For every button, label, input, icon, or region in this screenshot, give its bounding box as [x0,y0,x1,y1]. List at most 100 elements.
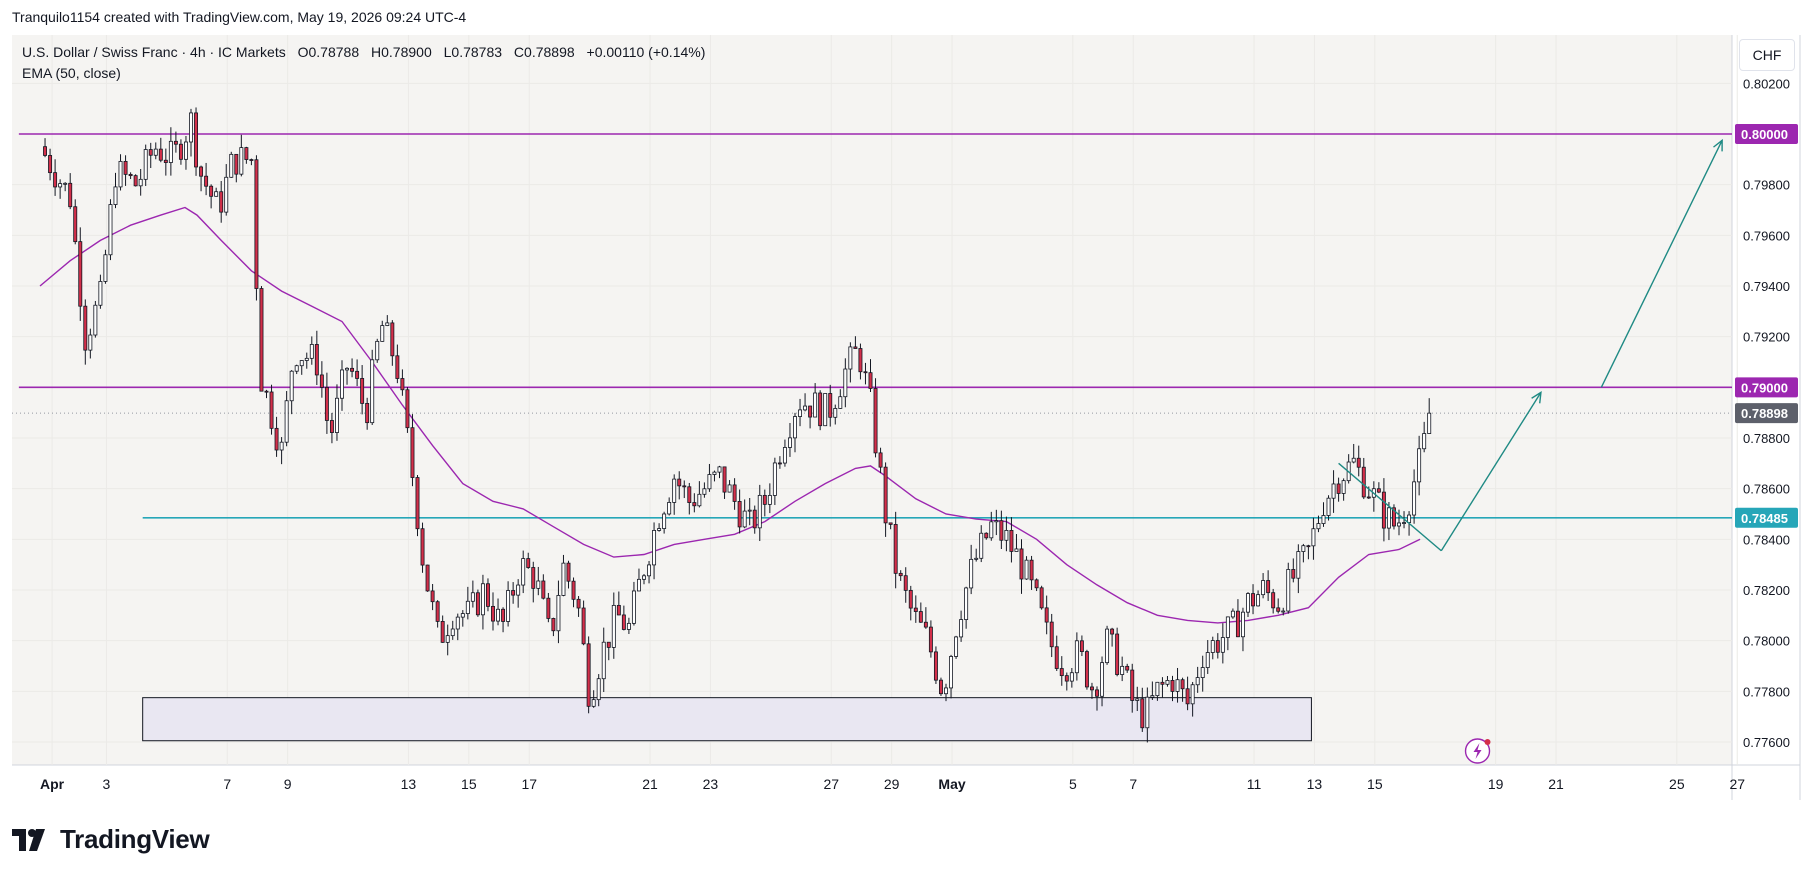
candle-body [1090,686,1094,691]
candle-body [264,390,269,393]
candle-body [1422,433,1427,450]
candle-body [1014,548,1019,552]
candle-body [999,520,1004,541]
projection-arrow-head [1531,391,1542,404]
indicator-legend[interactable]: EMA (50, close) [22,65,121,81]
candle-body [868,372,873,389]
candle-body [1120,665,1125,675]
candle-body [158,148,163,161]
time-tick-label: 21 [642,776,658,792]
candle-body [314,344,319,376]
candle-body [637,578,641,592]
candle-body [591,699,596,707]
price-label-badge [1735,403,1798,424]
candle-body [93,304,98,336]
candle-body [939,679,943,695]
price-tick-label: 0.78200 [1743,583,1790,598]
candle-body [858,348,863,373]
candle-body [63,182,68,185]
candle-body [1084,651,1089,688]
candle-body [1155,681,1160,697]
candle-body [425,564,430,592]
candle-body [586,643,591,707]
candle-body [68,182,73,208]
candle-body [1225,616,1230,638]
candle-body [83,305,88,351]
close-value: 0.78898 [524,44,575,60]
candle-body [1160,681,1165,685]
candle-body [647,564,651,577]
candle-body [928,626,933,653]
time-tick-label: 27 [1729,776,1745,792]
currency-button[interactable]: CHF [1739,39,1795,71]
candle-body [1266,580,1271,594]
time-tick-label: 13 [1307,776,1323,792]
candle-body [631,590,636,624]
candle-body [1341,480,1346,494]
candle-body [1392,507,1396,527]
candle-body [561,562,566,596]
candle-body [893,524,898,574]
candle-body [944,687,948,695]
candle-body [239,147,244,175]
candle-body [143,149,148,180]
candle-body [1170,680,1175,692]
candle-body [803,405,808,411]
candle-body [571,580,576,600]
close-label: C [513,44,525,60]
time-tick-label: 17 [521,776,537,792]
candle-body [1407,514,1412,523]
candle-body [863,371,868,374]
candle-body [1180,679,1185,690]
time-tick-label: 13 [401,776,417,792]
candle-body [1386,507,1391,529]
lightning-icon [1473,743,1482,759]
time-tick-label: 29 [884,776,900,792]
price-tick-label: 0.80200 [1743,76,1790,91]
candle-body [319,374,324,388]
candle-body [450,628,455,637]
candle-body [189,112,193,143]
time-tick-label: 11 [1247,776,1262,792]
candle-body [1351,457,1356,463]
candle-body [697,493,702,507]
candle-body [1246,593,1250,613]
candle-body [1251,593,1255,607]
candle-body [385,322,390,326]
candle-body [888,522,893,525]
candle-body [1397,522,1401,527]
candle-body [848,346,853,370]
candle-body [707,474,712,490]
candle-body [1412,481,1417,516]
candle-body [445,635,450,643]
high-value: 0.78900 [381,44,432,60]
candle-body [1215,640,1220,653]
candle-body [138,178,143,187]
candle-body [48,155,53,174]
candle-body [229,153,234,178]
candle-body [702,488,707,495]
candle-body [98,281,103,306]
candle-body [390,322,395,357]
candle-body [178,143,183,160]
candle-body [712,471,717,475]
candle-body [576,598,581,609]
candle-body [133,175,138,187]
tradingview-logo[interactable]: TradingView [12,824,210,855]
time-tick-label: Apr [40,776,65,792]
candle-body [737,501,742,528]
candle-body [853,346,858,349]
candle-body [269,391,274,429]
high-label: H [371,44,382,60]
candle-body [1271,592,1276,609]
candle-body [491,605,495,622]
candle-body [933,651,938,681]
candle-body [204,175,209,187]
candle-body [964,587,969,620]
candle-body [1316,523,1321,530]
candle-body [1074,640,1079,674]
candle-body [1200,667,1205,678]
candle-body [883,466,888,524]
candle-body [979,532,984,559]
